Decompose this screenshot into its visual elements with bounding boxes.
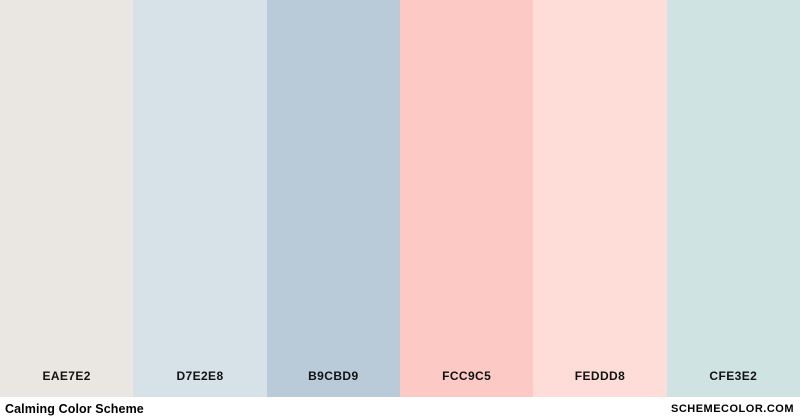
color-swatch-1: EAE7E2 <box>0 0 134 397</box>
swatch-hex-label: FEDDD8 <box>574 369 626 383</box>
color-swatch-5: FEDDD8 <box>533 0 667 397</box>
color-swatch-2: D7E2E8 <box>133 0 267 397</box>
color-swatch-6: CFE3E2 <box>666 0 800 397</box>
swatch-hex-label: FCC9C5 <box>442 369 492 383</box>
swatch-hex-label: CFE3E2 <box>709 369 758 383</box>
swatch-hex-label: EAE7E2 <box>42 369 91 383</box>
swatch-hex-label: D7E2E8 <box>176 369 224 383</box>
color-swatch-3: B9CBD9 <box>266 0 400 397</box>
color-swatch-4: FCC9C5 <box>399 0 534 397</box>
palette-title: Calming Color Scheme <box>5 401 144 416</box>
swatch-row: EAE7E2 D7E2E8 B9CBD9 FCC9C5 FEDDD8 CFE3E… <box>0 0 800 397</box>
site-watermark: SCHEMECOLOR.COM <box>671 402 794 415</box>
swatch-hex-label: B9CBD9 <box>308 369 359 383</box>
footer-bar: Calming Color Scheme SCHEMECOLOR.COM <box>0 397 800 420</box>
